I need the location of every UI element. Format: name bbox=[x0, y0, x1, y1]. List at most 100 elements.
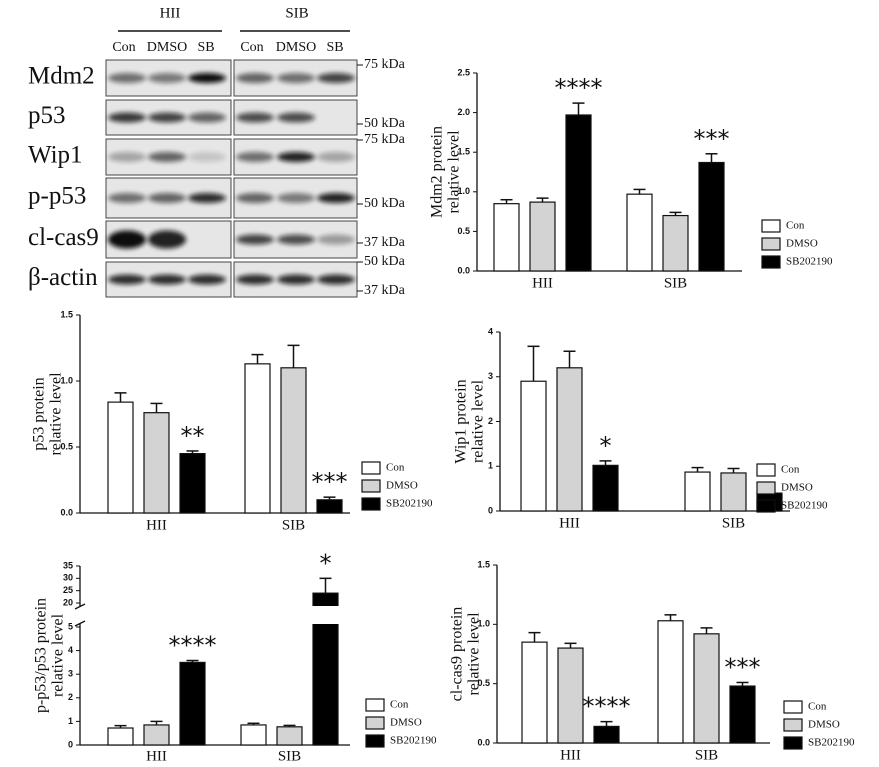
bar bbox=[143, 412, 170, 514]
bar bbox=[107, 401, 134, 514]
marker-label: 50 kDa bbox=[364, 116, 406, 131]
y-tick-label: 4 bbox=[68, 645, 73, 655]
bar bbox=[280, 367, 307, 514]
y-axis-label: relative level bbox=[466, 612, 483, 696]
y-axis-label: cl-cas9 protein bbox=[449, 607, 466, 702]
y-tick-label: 1.5 bbox=[457, 147, 470, 157]
legend-swatch bbox=[783, 736, 803, 750]
marker-label: 75 kDa bbox=[364, 132, 406, 147]
legend-label: Con bbox=[781, 464, 800, 476]
band bbox=[236, 274, 274, 285]
lane-label: SB bbox=[326, 40, 343, 55]
y-axis-label: Mdm2 protein bbox=[429, 126, 446, 218]
band bbox=[108, 112, 146, 123]
y-axis-label: relative level bbox=[50, 613, 67, 697]
bar bbox=[729, 685, 756, 744]
significance: **** bbox=[169, 632, 217, 660]
y-tick-label: 0.5 bbox=[60, 441, 73, 451]
significance: **** bbox=[583, 693, 631, 721]
x-tick-label: HII bbox=[560, 747, 581, 763]
band bbox=[148, 193, 186, 203]
bar bbox=[626, 193, 653, 272]
band bbox=[317, 234, 355, 245]
legend-label: Con bbox=[390, 699, 409, 711]
y-tick-label: 35 bbox=[63, 560, 73, 570]
protein-label: cl-cas9 bbox=[28, 224, 99, 251]
x-tick-label: SIB bbox=[278, 748, 301, 764]
significance: *** bbox=[725, 653, 761, 681]
band bbox=[236, 73, 274, 83]
band bbox=[236, 152, 274, 162]
y-axis-label: Wip1 protein bbox=[453, 379, 470, 463]
legend-label: Con bbox=[786, 220, 805, 232]
band bbox=[148, 73, 186, 83]
y-tick-label: 0.0 bbox=[457, 265, 470, 275]
bar bbox=[662, 214, 689, 272]
y-tick-label: 1.5 bbox=[477, 559, 490, 569]
band bbox=[236, 234, 274, 245]
bar bbox=[593, 725, 620, 744]
bar bbox=[493, 203, 520, 272]
western-blot: HII SIB Con DMSO SB Con DMSO SB Mdm2 p53 Wip1 p-p53… bbox=[28, 5, 406, 298]
legend-swatch bbox=[361, 461, 381, 475]
legend-label: SB202190 bbox=[786, 256, 833, 268]
break-mark bbox=[74, 603, 86, 610]
y-tick-label: 20 bbox=[63, 597, 73, 607]
legend-label: DMSO bbox=[786, 238, 818, 250]
band bbox=[108, 193, 146, 203]
legend-label: DMSO bbox=[808, 719, 840, 731]
y-tick-label: 1.0 bbox=[60, 375, 73, 385]
legend-swatch bbox=[756, 463, 776, 477]
y-tick-label: 1 bbox=[488, 461, 493, 471]
y-tick-label: 4 bbox=[488, 326, 493, 336]
y-tick-label: 2.5 bbox=[457, 67, 470, 77]
x-tick-label: HII bbox=[146, 748, 167, 764]
band bbox=[317, 193, 355, 203]
lane-label: DMSO bbox=[147, 40, 187, 55]
lane-label: Con bbox=[240, 40, 263, 55]
legend-swatch bbox=[365, 698, 385, 712]
y-tick-label: 0.5 bbox=[457, 226, 470, 236]
marker-label: 37 kDa bbox=[364, 235, 406, 250]
axis-break bbox=[72, 606, 350, 624]
band bbox=[108, 152, 146, 162]
significance: *** bbox=[312, 468, 348, 496]
band bbox=[188, 152, 226, 162]
legend-swatch bbox=[761, 237, 781, 251]
band bbox=[277, 112, 315, 123]
legend-swatch bbox=[361, 497, 381, 511]
significance: * bbox=[320, 549, 332, 577]
y-tick-label: 2.0 bbox=[457, 107, 470, 117]
bar bbox=[240, 724, 267, 746]
y-tick-label: 0.0 bbox=[60, 507, 73, 517]
legend-swatch bbox=[761, 219, 781, 233]
bar bbox=[557, 647, 584, 744]
band bbox=[188, 112, 226, 123]
legend-swatch bbox=[783, 700, 803, 714]
y-tick-label: 0.5 bbox=[477, 678, 490, 688]
significance: * bbox=[600, 432, 612, 460]
bar bbox=[698, 161, 725, 272]
bar bbox=[520, 380, 547, 512]
significance: **** bbox=[555, 74, 603, 102]
y-tick-label: 2 bbox=[68, 692, 73, 702]
y-axis-label: relative level bbox=[470, 379, 487, 463]
marker-label: 75 kDa bbox=[364, 57, 406, 72]
band bbox=[317, 73, 355, 83]
y-axis-label: p-p53/p53 protein bbox=[33, 598, 50, 713]
band bbox=[148, 230, 186, 249]
break-mark bbox=[74, 620, 86, 627]
legend-label: SB202190 bbox=[386, 498, 433, 510]
legend-label: SB202190 bbox=[781, 500, 828, 512]
x-tick-label: SIB bbox=[282, 517, 305, 533]
legend-label: Con bbox=[808, 701, 827, 713]
y-axis-label: relative level bbox=[446, 130, 463, 214]
band bbox=[277, 274, 315, 285]
legend-label: Con bbox=[386, 462, 405, 474]
legend-swatch bbox=[756, 499, 776, 513]
legend-swatch bbox=[761, 255, 781, 269]
bar bbox=[556, 367, 583, 512]
band bbox=[317, 152, 355, 162]
band bbox=[108, 73, 146, 83]
bar bbox=[179, 453, 206, 514]
